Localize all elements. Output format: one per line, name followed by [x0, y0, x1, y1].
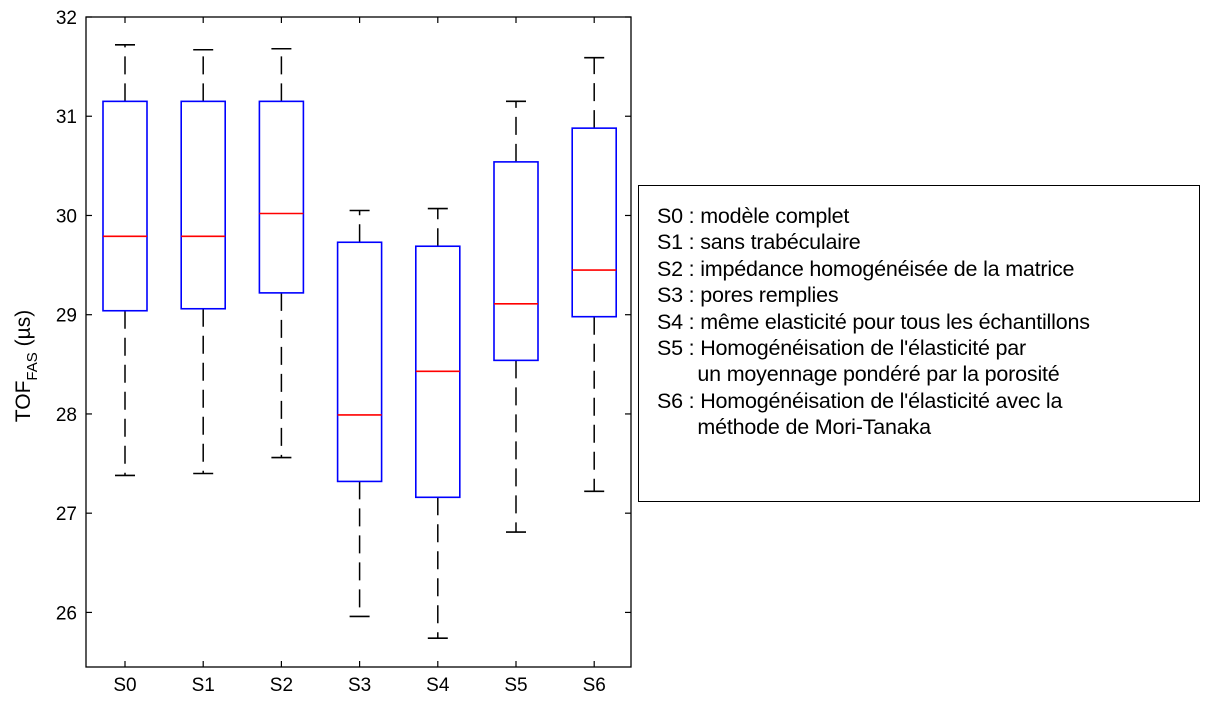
y-tick-label: 30	[56, 206, 77, 227]
y-tick-label: 27	[56, 504, 77, 525]
legend: S0 : modèle complet S1 : sans trabéculair…	[638, 185, 1200, 502]
legend-entry: S0 : modèle complet	[657, 204, 850, 228]
legend-entry: un moyennage pondéré par la porosité	[657, 362, 1060, 387]
legend-entry: S6 : Homogénéisation de l'élasticité ave…	[657, 388, 1063, 413]
box-s0	[102, 100, 148, 312]
x-tick-label: S4	[426, 675, 450, 696]
x-tick-label: S6	[583, 675, 606, 696]
legend-entry: S2 : impédance homogénéisée de la matric…	[657, 256, 1075, 281]
box-s5	[493, 161, 539, 362]
y-tick-label: 31	[56, 107, 77, 128]
box-s1	[180, 100, 226, 310]
y-axis-label: TOFFAS (µs)	[12, 310, 41, 422]
legend-list: S0 : modèle complet S1 : sans trabéculair…	[657, 203, 1090, 441]
box-s2	[258, 100, 305, 294]
legend-entry: S4 : même elasticité pour tous les échan…	[657, 309, 1090, 334]
x-tick-label: S0	[113, 675, 136, 696]
box-s6	[571, 127, 618, 318]
legend-entry: S3 : pores remplies	[657, 283, 839, 308]
y-tick-label: 29	[56, 306, 77, 327]
y-tick-label: 32	[56, 8, 77, 29]
x-tick-label: S5	[504, 675, 527, 696]
plot-area: 26 27 28 29 30 31 32 S0 S1 S2 S3 S4 S5 S6	[56, 8, 632, 696]
legend-entry: S1 : sans trabéculaire	[657, 230, 861, 255]
x-tick-label: S2	[270, 675, 293, 696]
box-s3	[336, 241, 383, 483]
y-tick-label: 28	[56, 405, 77, 426]
y-tick-label: 26	[56, 603, 77, 624]
legend-entry: S5 : Homogénéisation de l'élasticité par	[657, 336, 1026, 361]
x-tick-label: S3	[348, 675, 371, 696]
x-tick-label: S1	[192, 675, 215, 696]
plot-frame	[85, 16, 632, 668]
legend-entry: méthode de Mori-Tanaka	[657, 415, 931, 440]
